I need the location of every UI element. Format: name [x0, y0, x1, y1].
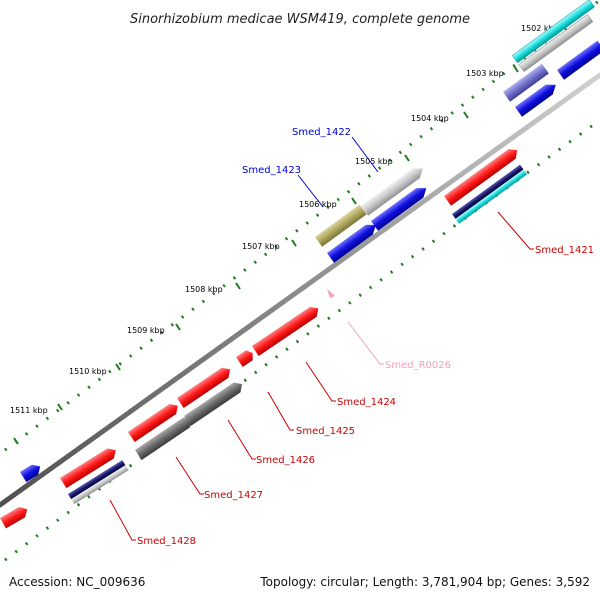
- tick-label: 1506 kbp: [299, 200, 337, 209]
- feature-cyan[interactable]: [511, 0, 595, 64]
- gene-label-smed-1423[interactable]: Smed_1423: [242, 165, 301, 176]
- feature-cyan[interactable]: [455, 169, 528, 224]
- tick-label: 1503 kbp: [466, 69, 504, 78]
- genome-backbone: [0, 72, 600, 508]
- tick-label: 1507 kbp: [242, 242, 280, 251]
- accession-text: Accession: NC_009636: [9, 575, 145, 589]
- leader-line-smed-r0026: [347, 321, 384, 365]
- tick-label: 1504 kbp: [411, 114, 449, 123]
- feature-red-arrow[interactable]: [236, 348, 256, 367]
- topology-summary: Topology: circular; Length: 3,781,904 bp…: [259, 575, 590, 589]
- feature-blue-arrow[interactable]: [557, 40, 600, 80]
- feature-grey[interactable]: [518, 14, 594, 73]
- leader-lines: [109, 136, 534, 541]
- features: [0, 0, 600, 529]
- gene-label-smed-1424[interactable]: Smed_1424: [337, 397, 396, 408]
- feature-purple[interactable]: [503, 63, 549, 102]
- gene-label-smed-1422[interactable]: Smed_1422: [292, 127, 351, 138]
- leader-line-smed-1426: [227, 419, 256, 460]
- feature-navy[interactable]: [68, 460, 126, 500]
- feature-red-arrow[interactable]: [252, 304, 322, 356]
- feature-red-arrow[interactable]: [0, 504, 30, 529]
- feature-blue-arrow[interactable]: [515, 80, 559, 117]
- leader-line-smed-1424: [305, 361, 336, 402]
- feature-olive[interactable]: [315, 204, 367, 247]
- leader-line-smed-1423: [297, 174, 324, 208]
- gene-label-smed-1421[interactable]: Smed_1421: [535, 245, 594, 256]
- map-title: Sinorhizobium medicae WSM419, complete g…: [130, 12, 470, 27]
- feature-blue-arrow[interactable]: [20, 461, 43, 483]
- leader-line-smed-1428: [109, 499, 136, 541]
- gene-labels: Smed_1422 Smed_1423 Smed_1421 Smed_R0026…: [137, 127, 594, 547]
- feature-pink-trna[interactable]: [327, 289, 335, 298]
- tick-label: 1502 kbp: [521, 24, 559, 33]
- leader-line-smed-1427: [175, 456, 204, 495]
- feature-blue-arrow[interactable]: [371, 183, 430, 231]
- gene-label-smed-1428[interactable]: Smed_1428: [137, 536, 196, 547]
- feature-grey-arrow[interactable]: [361, 164, 426, 216]
- leader-line-smed-1425: [267, 391, 294, 431]
- tick-label: 1510 kbp: [69, 367, 107, 376]
- tick-label: 1511 kbp: [10, 406, 48, 415]
- outer-tick-ring: [4, 0, 600, 452]
- feature-darkgrey-arrow[interactable]: [184, 379, 245, 426]
- leader-line-smed-1421: [497, 211, 534, 250]
- leader-line-smed-1422: [351, 136, 379, 173]
- gene-label-smed-1426[interactable]: Smed_1426: [256, 455, 315, 466]
- feature-navy[interactable]: [452, 164, 524, 219]
- feature-red-arrow[interactable]: [444, 145, 521, 206]
- feature-blue-arrow[interactable]: [327, 220, 379, 263]
- feature-red-arrow[interactable]: [177, 364, 233, 408]
- tick-labels: 1502 kbp 1503 kbp 1504 kbp 1505 kbp 1506…: [10, 24, 559, 415]
- tick-label: 1505 kbp: [355, 157, 393, 166]
- gene-label-smed-1425[interactable]: Smed_1425: [296, 426, 355, 437]
- feature-darkgrey-arrow[interactable]: [135, 414, 195, 460]
- gene-label-smed-r0026[interactable]: Smed_R0026: [385, 360, 451, 371]
- feature-red-arrow[interactable]: [60, 445, 119, 489]
- tick-marks: [13, 24, 568, 445]
- tick-label: 1509 kbp: [127, 326, 165, 335]
- gene-label-smed-1427[interactable]: Smed_1427: [204, 490, 263, 501]
- tick-label: 1508 kbp: [185, 285, 223, 294]
- feature-red-arrow[interactable]: [128, 401, 181, 442]
- feature-grey[interactable]: [71, 465, 129, 505]
